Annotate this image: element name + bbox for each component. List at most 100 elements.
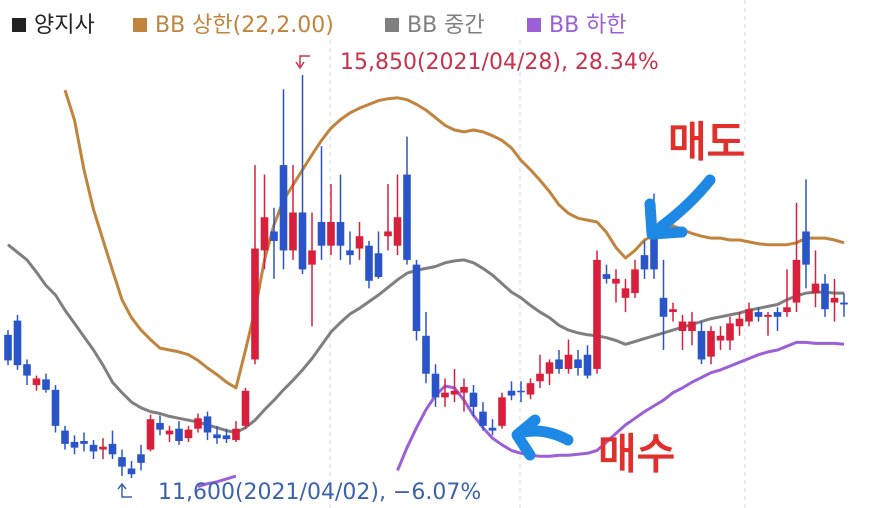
candle-body [298,212,307,270]
candle-body [764,314,772,317]
candle-body [42,379,50,390]
candle-body [783,307,791,313]
sell-arrow-head [644,198,688,240]
candle-body [70,441,79,448]
sell-arrow [656,174,716,232]
candle-body [317,221,326,246]
band-line [63,89,845,390]
candle-body [650,236,658,270]
candle-body [137,454,145,463]
candle-body [479,411,487,426]
candle-body [184,429,193,439]
candle-body [583,354,592,376]
candle-body [745,309,753,322]
plot [4,75,848,488]
legend-swatch [133,18,147,32]
candle-body [735,318,744,327]
candle-body [175,428,183,442]
candle-body [431,373,440,398]
candle-body [327,221,335,246]
candle-body [593,259,601,369]
candle-body [754,312,763,317]
candle-body [498,397,506,426]
candle-body [669,309,677,313]
candle-body [194,418,202,429]
legend-label: 양지사 [34,13,95,38]
low-marker [117,482,132,498]
candle-body [165,430,174,435]
arrows [511,174,716,461]
candle-body [13,320,22,366]
candle-body [726,323,734,341]
buy-arrow [518,425,574,446]
buy-arrow-head [511,414,541,461]
candle-body [51,389,60,426]
candle-body [830,297,839,303]
candle-body [23,364,31,376]
candle-body [241,390,250,426]
candle-body [536,373,544,382]
candle-body [555,359,563,369]
candle-body [507,390,516,396]
legend-swatch [527,18,541,32]
candle-body [355,236,364,249]
candle-body [488,427,497,431]
candle-body [631,269,639,294]
legend-swatch [12,18,26,32]
candle-body [564,354,573,369]
legend-label: BB 하한 [549,13,627,38]
candle-body [422,335,430,374]
legend-swatch [385,18,399,32]
candle-body [118,457,126,467]
candle-body [89,444,98,452]
candle-body [821,283,829,310]
candle-body [450,390,459,395]
candle-body [412,264,421,332]
low-annotation: 11,600(2021/04/02), −6.07% [158,480,481,505]
legend-label: BB 상한(22,2.00) [155,13,334,38]
candle-body [32,378,41,386]
candle-body [716,335,725,341]
candle-body [251,248,259,360]
candle-body [840,302,848,305]
candle-body [792,259,801,303]
candle-body [260,217,269,251]
sell-label: 매도 [668,118,745,167]
candle-body [659,297,668,317]
candle-body [365,245,373,281]
candle-body [469,392,478,407]
candle-body [802,231,810,265]
candle-body [156,423,164,430]
candle-body [270,231,278,241]
candle-body [308,250,316,265]
candle-body [517,390,525,393]
candle-body [146,419,155,450]
candle-body [108,443,117,455]
candle-body [279,165,288,251]
candle-body [336,221,345,246]
candle-body [621,288,630,298]
grid [329,0,746,508]
candle-body [574,359,582,369]
candle-body [773,312,782,317]
legend: 양지사 BB 상한(22,2.00) BB 중간 BB 하한 [12,13,627,38]
candle-body [441,392,449,398]
candle-body [80,441,88,444]
candle-body [99,446,107,450]
band-line [197,340,845,488]
candle-body [222,435,231,440]
candle-body [697,331,706,360]
candle-body [374,253,383,277]
buy-label: 매수 [598,430,675,479]
candle-body [811,283,820,294]
candle-body [688,321,696,332]
candle-body [640,255,649,270]
candle-body [127,468,136,475]
candle-body [61,430,69,444]
candle-body [213,434,221,439]
candle-body [346,250,354,256]
band-line [7,243,844,434]
candle-body [545,362,554,374]
candle-body [460,386,468,393]
